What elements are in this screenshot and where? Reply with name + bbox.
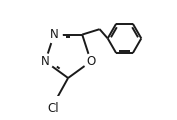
Text: Cl: Cl	[47, 102, 59, 115]
Text: N: N	[41, 55, 50, 68]
Text: O: O	[86, 55, 96, 68]
Text: N: N	[50, 28, 58, 41]
